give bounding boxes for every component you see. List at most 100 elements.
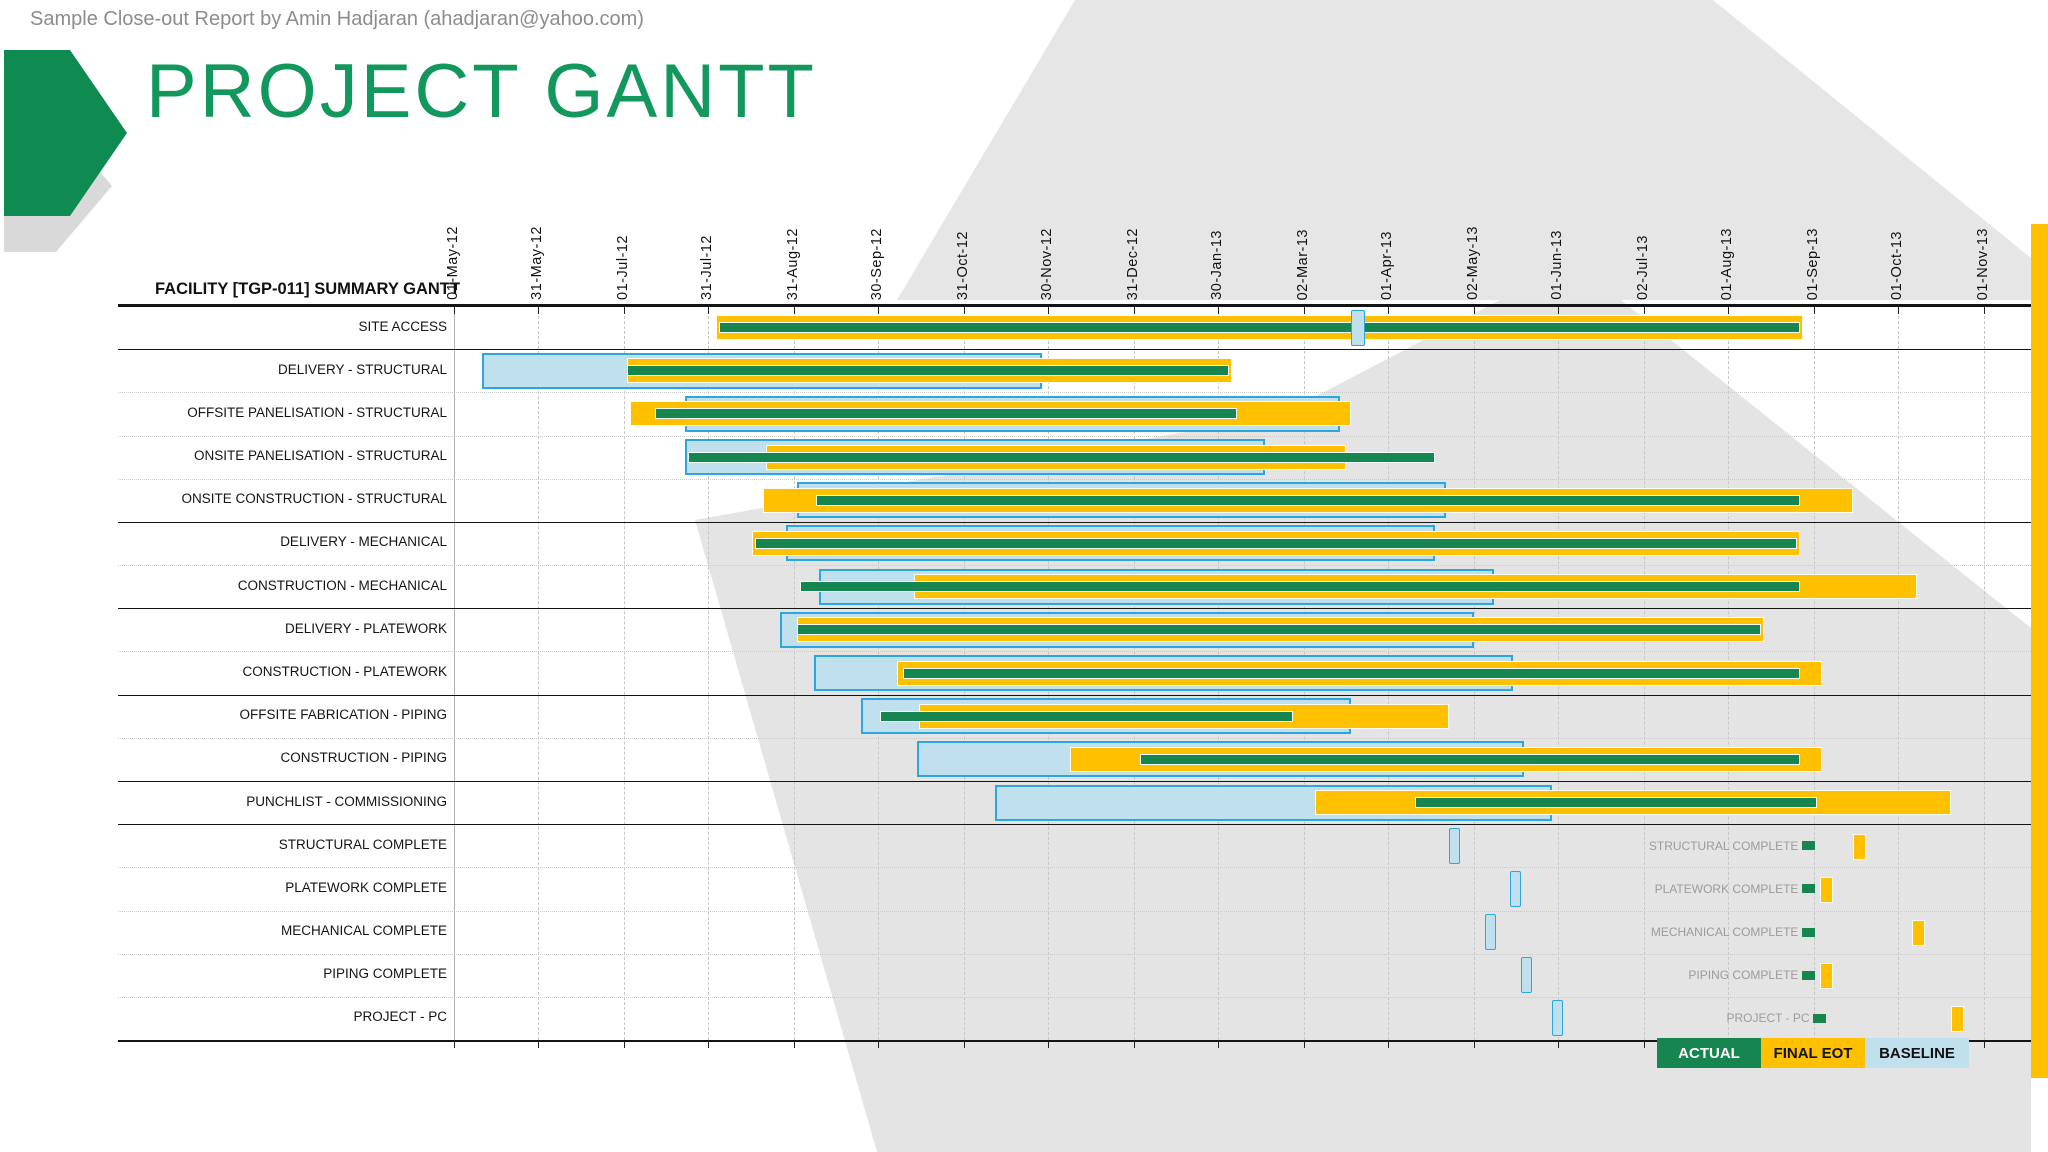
- row-label: DELIVERY - STRUCTURAL: [277, 361, 447, 377]
- watermark-arrow-top: [897, 0, 2031, 300]
- row-label: PROJECT - PC: [353, 1009, 447, 1025]
- axis-date-label: 01-Jun-13: [1548, 230, 1565, 300]
- row-separator: [118, 910, 2031, 912]
- row-separator: [118, 349, 2031, 351]
- row-label: SITE ACCESS: [358, 318, 447, 334]
- row-label: ONSITE CONSTRUCTION - STRUCTURAL: [181, 491, 447, 507]
- axis-date-label: 31-Jul-12: [698, 235, 715, 300]
- actual-milestone-marker: [1801, 884, 1815, 894]
- axis-tick: [1047, 1040, 1049, 1049]
- axis-date-label: 31-Aug-12: [785, 227, 801, 300]
- legend: ACTUAL FINAL EOT BASELINE: [1657, 1038, 1969, 1068]
- axis-tick: [1644, 306, 1645, 314]
- row-label: PUNCHLIST - COMMISSIONING: [246, 793, 447, 809]
- row-label: CONSTRUCTION - MECHANICAL: [237, 577, 447, 593]
- actual-bar: [816, 494, 1801, 506]
- axis-tick: [1387, 306, 1389, 314]
- axis-date-label: 30-Jan-13: [1208, 230, 1225, 300]
- axis-tick: [794, 306, 795, 314]
- axis-date-label: 01-May-12: [445, 226, 461, 300]
- milestone-label: MECHANICAL COMPLETE: [1650, 925, 1799, 940]
- axis-date-label: 01-Apr-13: [1378, 231, 1395, 300]
- final-eot-milestone-marker: [1911, 920, 1925, 947]
- final-eot-milestone-marker: [1853, 833, 1867, 860]
- axis-line-top: [118, 304, 2031, 307]
- legend-item-actual: ACTUAL: [1657, 1038, 1761, 1068]
- axis-tick: [537, 306, 539, 314]
- axis-date-label: 30-Nov-12: [1038, 227, 1055, 300]
- axis-tick: [877, 306, 879, 314]
- row-separator: [118, 867, 2031, 869]
- axis-tick: [1727, 306, 1729, 314]
- actual-bar: [626, 365, 1229, 377]
- axis-tick: [624, 306, 625, 314]
- report-byline: Sample Close-out Report by Amin Hadjaran…: [30, 8, 644, 30]
- axis-tick: [1984, 306, 1985, 314]
- baseline-milestone-marker: [1448, 827, 1460, 864]
- actual-milestone-marker: [1801, 970, 1815, 980]
- row-separator: [118, 608, 2031, 610]
- row-label: ONSITE PANELISATION - STRUCTURAL: [193, 448, 447, 464]
- baseline-bar: [1351, 309, 1366, 346]
- axis-tick: [1897, 306, 1899, 314]
- axis-date-label: 01-Nov-13: [1975, 227, 1991, 300]
- baseline-milestone-marker: [1485, 914, 1497, 951]
- row-label: OFFSITE PANELISATION - STRUCTURAL: [187, 404, 447, 420]
- axis-tick: [1217, 306, 1219, 314]
- row-label: OFFSITE FABRICATION - PIPING: [239, 707, 447, 723]
- baseline-milestone-marker: [1510, 870, 1522, 907]
- gridline: [537, 306, 539, 1041]
- gridline: [1897, 306, 1899, 1041]
- page-title: PROJECT GANTT: [146, 49, 817, 134]
- axis-date-label: 31-Dec-12: [1125, 227, 1141, 300]
- axis-date-label: 01-Jul-12: [615, 235, 631, 300]
- gridline: [794, 306, 795, 1041]
- axis-date-label: 02-Mar-13: [1295, 228, 1311, 300]
- row-label: DELIVERY - PLATEWORK: [284, 620, 447, 636]
- axis-tick: [1134, 306, 1135, 314]
- final-eot-milestone-marker: [1819, 876, 1833, 903]
- legend-item-final-eot: FINAL EOT: [1761, 1038, 1865, 1068]
- actual-bar: [688, 451, 1435, 463]
- actual-bar: [796, 624, 1762, 636]
- axis-tick: [1047, 306, 1049, 314]
- axis-date-label: 02-Jul-13: [1635, 235, 1651, 300]
- actual-bar: [718, 322, 1801, 334]
- actual-milestone-marker: [1801, 927, 1815, 937]
- axis-tick: [877, 1040, 879, 1049]
- row-separator: [118, 521, 2031, 523]
- row-separator: [118, 780, 2031, 782]
- gridline: [454, 306, 455, 1041]
- row-separator: [118, 435, 2031, 437]
- actual-bar: [880, 710, 1293, 722]
- actual-bar: [1415, 797, 1817, 809]
- axis-tick: [707, 1040, 709, 1049]
- gridline: [624, 306, 625, 1041]
- axis-date-label: 01-Aug-13: [1718, 227, 1735, 300]
- axis-tick: [1474, 1040, 1475, 1049]
- logo-arrow-icon: [4, 50, 127, 216]
- row-separator: [118, 651, 2031, 653]
- milestone-label: PLATEWORK COMPLETE: [1654, 881, 1799, 896]
- axis-date-label: 31-Oct-12: [955, 231, 971, 300]
- actual-milestone-marker: [1813, 1013, 1827, 1023]
- row-separator: [118, 392, 2031, 394]
- axis-tick: [1217, 1040, 1219, 1049]
- row-separator: [118, 824, 2031, 826]
- axis-tick: [1304, 1040, 1305, 1049]
- axis-tick: [794, 1040, 795, 1049]
- row-separator: [118, 953, 2031, 955]
- actual-milestone-marker: [1801, 841, 1815, 851]
- axis-tick: [454, 1040, 455, 1049]
- axis-tick: [707, 306, 709, 314]
- gridline: [707, 306, 709, 1041]
- edge-accent-strip: [2031, 224, 2048, 1078]
- row-separator: [118, 694, 2031, 696]
- row-label: CONSTRUCTION - PLATEWORK: [242, 664, 447, 680]
- axis-tick: [964, 1040, 965, 1049]
- row-label: CONSTRUCTION - PIPING: [280, 750, 447, 766]
- axis-date-label: 01-Oct-13: [1888, 231, 1905, 300]
- axis-line-bottom: [118, 1040, 2031, 1043]
